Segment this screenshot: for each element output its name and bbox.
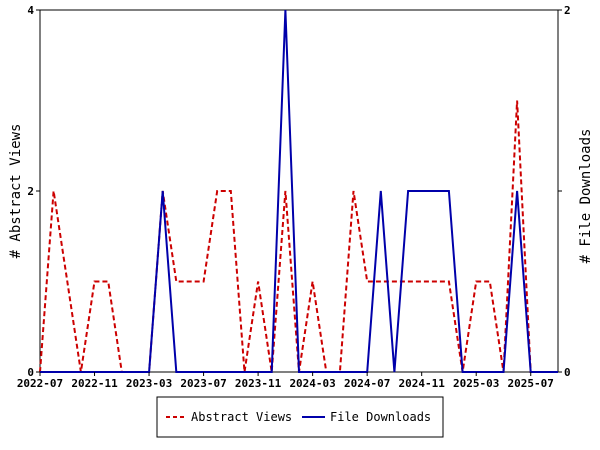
legend-label-file-downloads: File Downloads [330,410,431,424]
series-line-file-downloads [40,9,558,373]
y-tick-label-right: 0 [564,366,571,379]
series-layer [39,9,558,373]
x-tick-label: 2024-07 [344,377,390,390]
x-tick-label: 2023-03 [126,377,172,390]
legend-label-abstract-views: Abstract Views [191,410,292,424]
legend-box [156,396,444,438]
x-tick-label: 2022-07 [17,377,63,390]
x-tick-label: 2023-07 [180,377,226,390]
y-tick-label-right: 2 [564,4,571,17]
y-tick-label-left: 2 [27,185,34,198]
legend: Abstract Views File Downloads [156,396,444,438]
y-tick-label-left: 0 [27,366,34,379]
x-tick-label: 2024-03 [289,377,335,390]
y-axis-title-left: # Abstract Views [8,124,24,259]
y-tick-label-left: 4 [27,4,34,17]
plot-frame [39,9,559,373]
y-axis-title-right: # File Downloads [578,129,594,264]
x-tick-label: 2025-07 [508,377,554,390]
x-tick-label: 2024-11 [399,377,446,390]
x-tick-label: 2025-03 [453,377,499,390]
plot-area [39,9,559,373]
axes-layer: 0 2 4 0 2 2022-07 2022-11 2023-03 2023-07 2023-11… [17,4,571,390]
x-tick-label: 2022-11 [71,377,118,390]
x-tick-label: 2023-11 [235,377,282,390]
